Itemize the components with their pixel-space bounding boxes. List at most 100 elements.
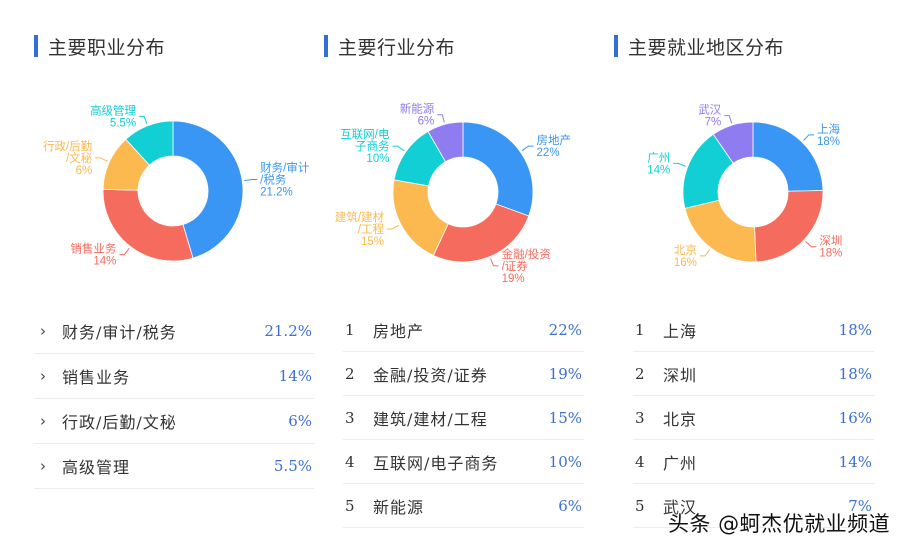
region-list: 1 上海 18% 2 深圳 18% 3 北京 16% 4 广州 14% 5 武汉…	[633, 308, 874, 528]
donut-segment[interactable]	[432, 203, 530, 263]
slice-label: 武汉 7%	[698, 104, 721, 129]
donut-segment[interactable]	[754, 190, 824, 263]
slice-label: 建筑/建材/工程 15%	[335, 210, 385, 248]
donut-segment[interactable]	[752, 121, 824, 192]
item-name: 财务/审计/税务	[62, 323, 177, 342]
label-leader-line	[244, 178, 258, 182]
region-panel: 主要就业地区分布 上海 18% 深圳 18% 北京 16% 广州 14% 武汉 7% 1 上海 1…	[614, 0, 876, 551]
industry-list: 1 房地产 22% 2 金融/投资/证券 19% 3 建筑/建材/工程 15% …	[343, 308, 584, 528]
label-leader-line	[139, 115, 148, 125]
slice-label: 行政/后勤/文秘 6%	[43, 139, 93, 177]
slice-label: 金融/投资/证券 19%	[502, 247, 551, 285]
list-item[interactable]: › 高级管理 5.5%	[34, 444, 314, 489]
label-leader-line	[95, 157, 108, 162]
item-index: 3	[345, 408, 355, 427]
item-name: 房地产	[373, 321, 425, 341]
slice-label: 高级管理 5.5%	[90, 103, 136, 129]
label-leader-line	[392, 145, 405, 152]
slice-label: 深圳 18%	[819, 234, 842, 260]
chevron-right-icon: ›	[40, 412, 46, 430]
label-leader-line	[724, 115, 733, 124]
item-index: 1	[345, 320, 355, 339]
list-item[interactable]: 3 建筑/建材/工程 15%	[343, 396, 584, 440]
slice-label: 上海 18%	[817, 122, 840, 148]
item-percent: 22%	[548, 320, 582, 339]
label-leader-line	[673, 162, 686, 167]
item-index: 4	[345, 452, 355, 471]
item-name: 广州	[663, 453, 698, 473]
item-percent: 15%	[548, 408, 582, 427]
list-item[interactable]: › 行政/后勤/文秘 6%	[34, 399, 314, 444]
item-percent: 19%	[548, 364, 582, 383]
slice-label: 销售业务 14%	[70, 242, 116, 268]
item-name: 深圳	[663, 365, 698, 385]
chevron-right-icon: ›	[40, 457, 46, 475]
item-percent: 18%	[838, 320, 872, 339]
occupation-title-text: 主要职业分布	[48, 36, 166, 59]
list-item[interactable]: 2 金融/投资/证券 19%	[343, 352, 584, 396]
region-title-text: 主要就业地区分布	[628, 36, 785, 59]
item-index: 3	[635, 408, 645, 427]
label-leader-line	[521, 145, 534, 152]
item-percent: 6%	[558, 496, 582, 515]
list-item[interactable]: 4 互联网/电子商务 10%	[343, 440, 584, 484]
label-leader-line	[805, 240, 817, 248]
chevron-right-icon: ›	[40, 367, 46, 385]
donut-segment[interactable]	[427, 121, 464, 163]
donut-segment[interactable]	[462, 121, 534, 217]
item-name: 上海	[663, 321, 698, 341]
item-percent: 5.5%	[273, 457, 312, 475]
list-item[interactable]: 5 武汉 7%	[633, 484, 874, 528]
item-percent: 18%	[838, 364, 872, 383]
industry-panel: 主要行业分布 房地产 22% 金融/投资/证券 19% 建筑/建材/工程 15% 互联网/电…	[324, 0, 586, 551]
donut-segment[interactable]	[712, 121, 754, 164]
occupation-title: 主要职业分布	[34, 34, 166, 59]
label-leader-line	[699, 249, 711, 257]
label-leader-line	[387, 224, 400, 230]
occupation-donut-chart: 财务/审计/税务 21.2% 销售业务 14% 行政/后勤/文秘 6% 高级管理 5.5%	[43, 103, 310, 268]
item-name: 武汉	[663, 497, 698, 517]
item-index: 5	[345, 496, 355, 515]
item-percent: 10%	[548, 452, 582, 471]
label-leader-line	[119, 247, 130, 256]
title-accent-bar	[614, 35, 618, 57]
label-leader-line	[437, 114, 445, 123]
slice-label: 广州 14%	[647, 151, 670, 176]
industry-title-text: 主要行业分布	[338, 36, 456, 59]
item-name: 新能源	[373, 497, 425, 517]
item-percent: 21.2%	[264, 322, 312, 340]
item-index: 2	[635, 364, 645, 383]
list-item[interactable]: 1 上海 18%	[633, 308, 874, 352]
list-item[interactable]: 2 深圳 18%	[633, 352, 874, 396]
item-name: 互联网/电子商务	[373, 453, 499, 473]
list-item[interactable]: 1 房地产 22%	[343, 308, 584, 352]
chevron-right-icon: ›	[40, 322, 46, 340]
slice-label: 北京 16%	[674, 243, 697, 269]
watermark: 头条 @蚵杰优就业频道	[668, 512, 891, 536]
list-item[interactable]: 3 北京 16%	[633, 396, 874, 440]
item-index: 5	[635, 496, 645, 515]
occupation-panel: 主要职业分布 财务/审计/税务 21.2% 销售业务 14% 行政/后勤/文秘 6% 高级管…	[34, 0, 314, 551]
slice-label: 房地产 22%	[537, 133, 572, 159]
item-name: 高级管理	[62, 458, 131, 477]
item-percent: 14%	[278, 367, 312, 385]
item-index: 1	[635, 320, 645, 339]
label-leader-line	[490, 258, 499, 267]
donut-segment[interactable]	[125, 120, 174, 166]
list-item[interactable]: 4 广州 14%	[633, 440, 874, 484]
donut-segment[interactable]	[172, 120, 244, 259]
industry-donut-chart: 房地产 22% 金融/投资/证券 19% 建筑/建材/工程 15% 互联网/电子商务 10% 新…	[335, 102, 572, 285]
title-accent-bar	[34, 35, 38, 57]
region-donut-chart: 上海 18% 深圳 18% 北京 16% 广州 14% 武汉 7%	[647, 104, 842, 269]
list-item[interactable]: › 财务/审计/税务 21.2%	[34, 309, 314, 354]
occupation-list: › 财务/审计/税务 21.2% › 销售业务 14% › 行政/后勤/文秘 6…	[34, 309, 314, 489]
list-item[interactable]: › 销售业务 14%	[34, 354, 314, 399]
region-title: 主要就业地区分布	[614, 34, 785, 59]
item-name: 建筑/建材/工程	[373, 409, 488, 429]
item-percent: 7%	[848, 496, 872, 515]
list-item[interactable]: 5 新能源 6%	[343, 484, 584, 528]
item-percent: 16%	[838, 408, 872, 427]
item-name: 北京	[663, 409, 698, 429]
slice-label: 互联网/电子商务 10%	[340, 127, 390, 165]
donut-segment[interactable]	[102, 188, 194, 262]
